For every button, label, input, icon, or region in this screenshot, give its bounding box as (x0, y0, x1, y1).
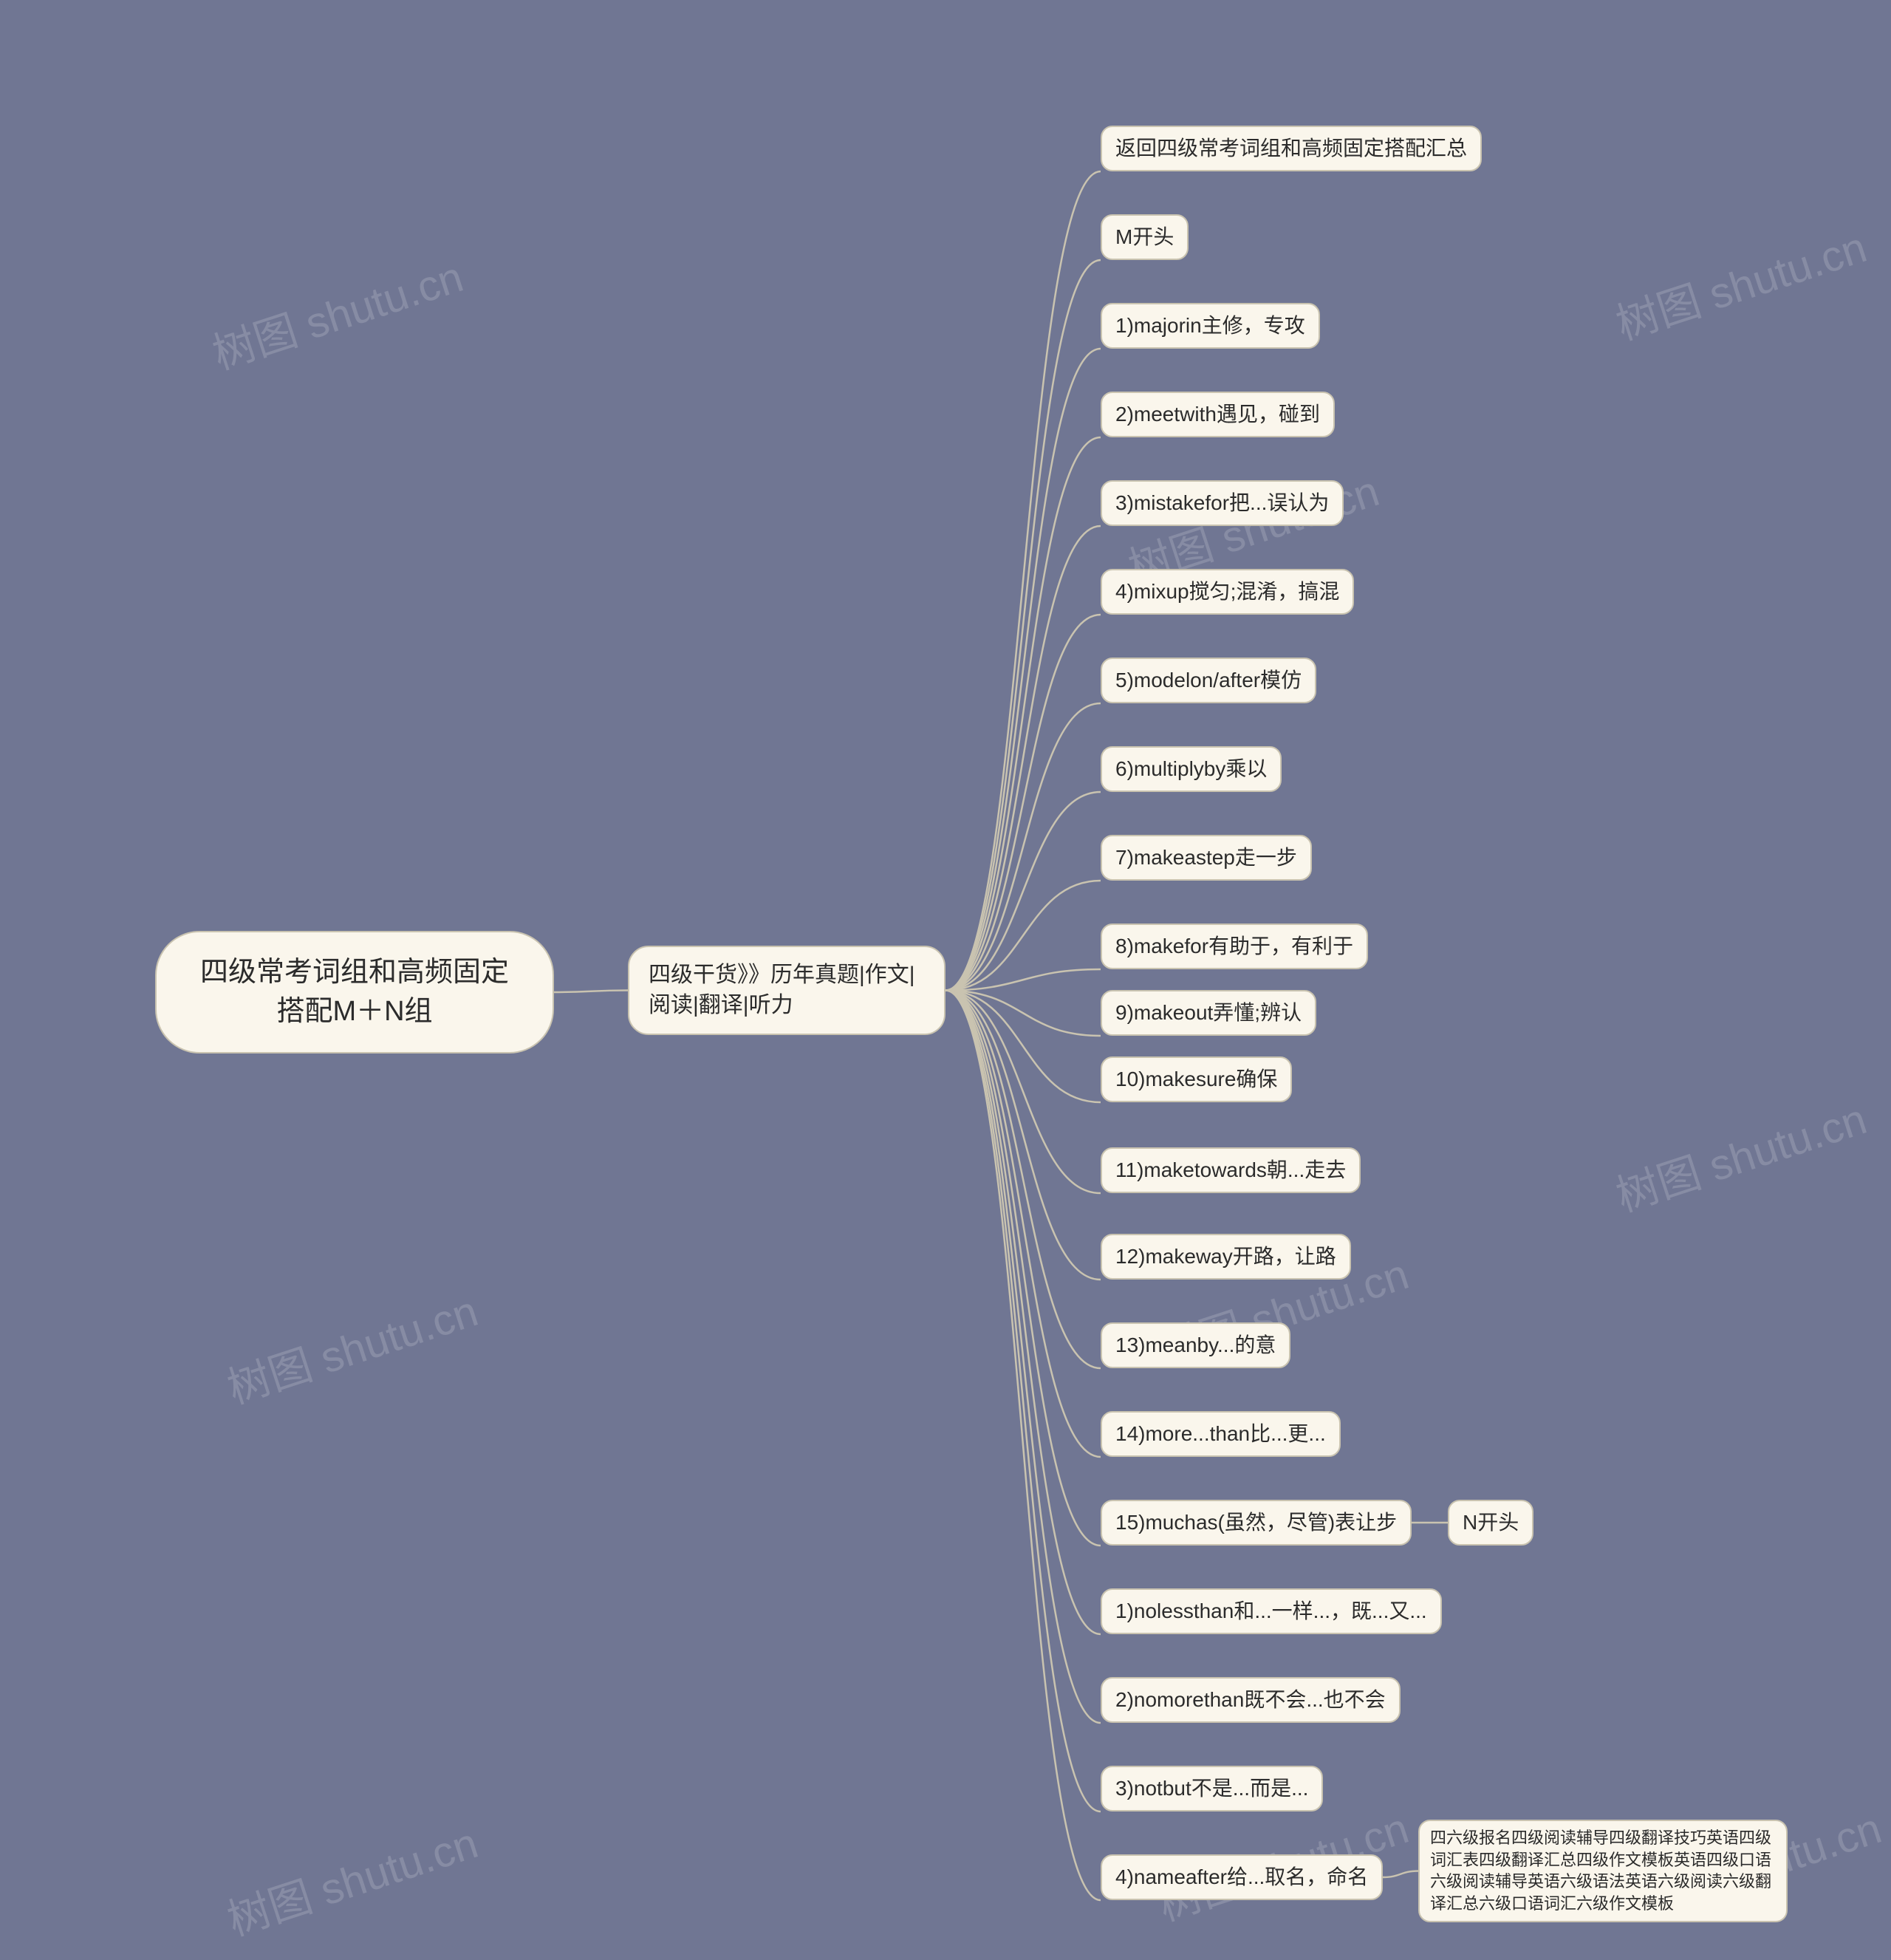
sub1-node[interactable]: 四级干货》》历年真题|作文|阅读|翻译|听力 (628, 946, 946, 1035)
leaf-node[interactable]: 4)nameafter给...取名，命名 (1101, 1854, 1383, 1900)
leaf-node[interactable]: 14)more...than比...更... (1101, 1411, 1341, 1457)
leaf-node[interactable]: 11)maketowards朝...走去 (1101, 1147, 1361, 1193)
leaf-node[interactable]: 2)nomorethan既不会...也不会 (1101, 1677, 1401, 1723)
watermark: 树图 shutu.cn (1607, 213, 1873, 352)
watermark: 树图 shutu.cn (219, 1277, 485, 1416)
leaf-node[interactable]: 8)makefor有助于，有利于 (1101, 923, 1368, 969)
leaf-node[interactable]: 3)notbut不是...而是... (1101, 1766, 1323, 1812)
leaf-child-node[interactable]: 四六级报名四级阅读辅导四级翻译技巧英语四级词汇表四级翻译汇总四级作文模板英语四级… (1418, 1820, 1788, 1922)
leaf-node[interactable]: 3)mistakefor把...误认为 (1101, 480, 1344, 526)
leaf-node[interactable]: 1)majorin主修，专攻 (1101, 303, 1320, 349)
leaf-node[interactable]: 9)makeout弄懂;辨认 (1101, 990, 1316, 1036)
leaf-node[interactable]: 15)muchas(虽然，尽管)表让步 (1101, 1500, 1412, 1546)
watermark: 树图 shutu.cn (219, 1809, 485, 1947)
leaf-node[interactable]: 10)makesure确保 (1101, 1056, 1292, 1102)
leaf-node[interactable]: 7)makeastep走一步 (1101, 835, 1312, 881)
watermark: 树图 shutu.cn (1607, 1085, 1873, 1223)
leaf-node[interactable]: 1)nolessthan和...一样...，既...又... (1101, 1588, 1442, 1634)
leaf-node[interactable]: 返回四级常考词组和高频固定搭配汇总 (1101, 126, 1482, 171)
watermark: 树图 shutu.cn (204, 242, 470, 381)
leaf-node[interactable]: M开头 (1101, 214, 1189, 260)
leaf-node[interactable]: 4)mixup搅匀;混淆，搞混 (1101, 569, 1354, 615)
root-node[interactable]: 四级常考词组和高频固定搭配M＋N组 (155, 931, 554, 1054)
leaf-node[interactable]: 13)meanby...的意 (1101, 1322, 1290, 1368)
leaf-node[interactable]: 5)modelon/after模仿 (1101, 658, 1316, 703)
leaf-node[interactable]: 12)makeway开路，让路 (1101, 1234, 1351, 1280)
leaf-node[interactable]: 2)meetwith遇见，碰到 (1101, 392, 1335, 437)
leaf-node[interactable]: 6)multiplyby乘以 (1101, 746, 1282, 792)
leaf-child-node[interactable]: N开头 (1448, 1500, 1533, 1546)
mindmap-canvas: 树图 shutu.cn 树图 shutu.cn 树图 shutu.cn 树图 shut… (0, 0, 1891, 1960)
